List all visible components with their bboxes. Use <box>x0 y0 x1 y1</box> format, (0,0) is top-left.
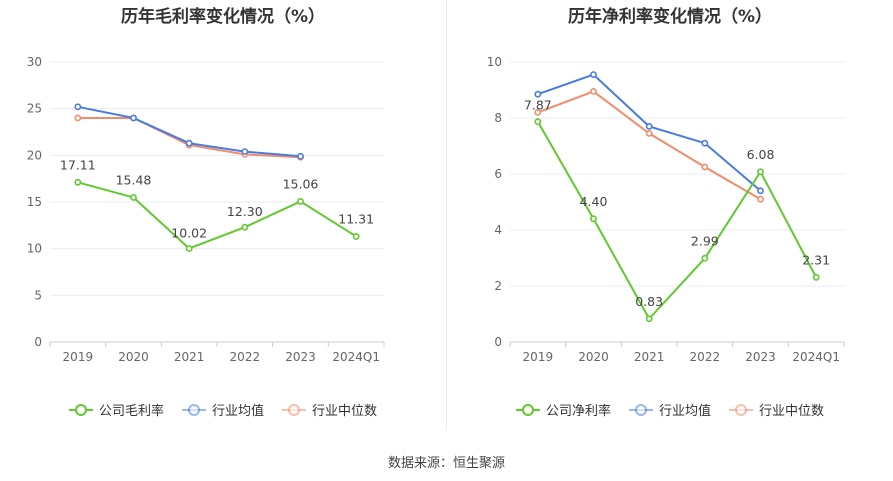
legend-item-company[interactable]: 公司毛利率 <box>68 400 164 419</box>
x-tick-label: 2020 <box>578 350 609 364</box>
data-label: 7.87 <box>524 98 552 113</box>
y-tick-label: 15 <box>27 195 42 209</box>
legend-label: 公司毛利率 <box>98 404 164 419</box>
data-label: 12.30 <box>227 204 263 219</box>
data-label: 2.99 <box>691 233 719 248</box>
y-tick-label: 2 <box>494 279 502 293</box>
x-tick-label: 2019 <box>63 350 94 364</box>
y-tick-label: 5 <box>34 288 42 302</box>
legend-label: 行业均值 <box>211 404 264 419</box>
x-tick-label: 2021 <box>634 350 665 364</box>
y-tick-label: 10 <box>487 55 502 69</box>
series-line-2 <box>77 117 301 159</box>
data-label: 0.83 <box>635 294 663 309</box>
series-line-2 <box>537 90 762 201</box>
legend-swatch-icon <box>282 403 306 417</box>
data-point <box>590 71 597 78</box>
legend-item-industry-median[interactable]: 行业中位数 <box>282 400 377 419</box>
chart-legend: 公司净利率 行业均值 行业中位数 <box>447 400 893 419</box>
data-point <box>74 103 82 111</box>
series-line-0 <box>536 121 818 320</box>
data-point <box>297 152 304 160</box>
data-point <box>130 114 137 122</box>
data-point <box>645 315 653 323</box>
x-tick-label: 2022 <box>230 350 261 364</box>
data-label: 4.40 <box>580 194 608 209</box>
legend-label: 行业中位数 <box>759 404 825 419</box>
x-tick-label: 2022 <box>690 350 721 364</box>
data-label: 11.31 <box>338 211 374 226</box>
legend-swatch-icon <box>515 403 540 417</box>
data-point <box>241 148 249 155</box>
data-label: 17.11 <box>60 157 96 172</box>
y-tick-label: 30 <box>27 55 42 69</box>
data-point <box>74 114 82 122</box>
data-label: 2.31 <box>802 252 830 267</box>
data-point <box>645 123 653 130</box>
legend-item-industry-mean[interactable]: 行业均值 <box>181 400 264 419</box>
x-tick-label: 2021 <box>174 350 205 364</box>
legend-label: 行业中位数 <box>312 404 378 419</box>
x-tick-label: 2023 <box>745 350 776 364</box>
legend-label: 公司净利率 <box>545 404 611 419</box>
data-point <box>185 245 193 252</box>
y-tick-label: 25 <box>27 102 42 116</box>
data-point <box>701 139 709 147</box>
legend-swatch-icon <box>181 403 206 417</box>
x-tick-label: 2020 <box>118 350 149 364</box>
data-point <box>757 168 764 176</box>
x-tick-label: 2019 <box>523 350 554 364</box>
x-tick-label: 2024Q1 <box>792 350 840 364</box>
legend-swatch-icon <box>628 403 653 417</box>
data-point <box>185 139 193 147</box>
data-point <box>297 198 304 205</box>
net-margin-plot: 0 2 4 6 8 10 2019 2020 2021 2022 2023 2024Q1 7.87 4.4… <box>487 55 845 364</box>
data-label: 6.08 <box>747 147 775 162</box>
data-point <box>352 233 360 240</box>
legend-swatch-icon <box>729 403 753 417</box>
chart-title: 历年毛利率变化情况（%） <box>120 7 326 27</box>
data-label: 15.48 <box>116 173 152 188</box>
gross-margin-chart: 历年毛利率变化情况（%） 0 5 10 15 20 25 30 2019 2020 2021 202… <box>0 0 446 440</box>
panel-divider <box>446 0 447 430</box>
data-point <box>74 178 82 186</box>
legend-item-company[interactable]: 公司净利率 <box>515 400 611 419</box>
data-point <box>534 109 542 116</box>
data-point <box>241 223 249 231</box>
data-point <box>645 129 653 137</box>
y-tick-label: 6 <box>494 167 502 181</box>
legend-swatch-icon <box>68 403 93 417</box>
x-tick-label: 2023 <box>285 350 316 364</box>
y-tick-label: 10 <box>27 242 42 256</box>
data-point <box>534 118 542 126</box>
legend-label: 行业均值 <box>658 404 711 419</box>
data-point <box>757 195 764 203</box>
chart-title: 历年净利率变化情况（%） <box>567 7 773 27</box>
data-point <box>812 273 820 281</box>
y-tick-label: 0 <box>34 335 42 349</box>
data-point <box>701 163 709 171</box>
legend-item-industry-median[interactable]: 行业中位数 <box>729 400 824 419</box>
data-point <box>757 187 764 195</box>
data-source-note: 数据来源：恒生聚源 <box>387 456 505 471</box>
series-line-1 <box>77 105 301 158</box>
legend-item-industry-mean[interactable]: 行业均值 <box>628 400 711 419</box>
data-point <box>701 254 709 262</box>
data-point <box>534 90 542 98</box>
net-margin-chart: 历年净利率变化情况（%） 0 2 4 6 8 10 2019 2020 2021 2022 2023… <box>447 0 893 440</box>
y-tick-label: 0 <box>494 335 502 349</box>
y-tick-label: 4 <box>494 223 502 237</box>
x-tick-label: 2024Q1 <box>332 350 380 364</box>
gross-margin-plot: 0 5 10 15 20 25 30 2019 2020 2021 2022 2023 2024Q1 17… <box>27 55 385 364</box>
series-line-0 <box>77 181 357 250</box>
data-point <box>130 194 137 201</box>
y-tick-label: 8 <box>494 111 502 125</box>
data-label: 15.06 <box>283 176 319 191</box>
y-tick-label: 20 <box>27 148 42 162</box>
data-label: 10.02 <box>171 225 207 240</box>
data-point <box>590 215 597 223</box>
chart-legend: 公司毛利率 行业均值 行业中位数 <box>0 400 446 419</box>
data-point <box>590 88 597 95</box>
